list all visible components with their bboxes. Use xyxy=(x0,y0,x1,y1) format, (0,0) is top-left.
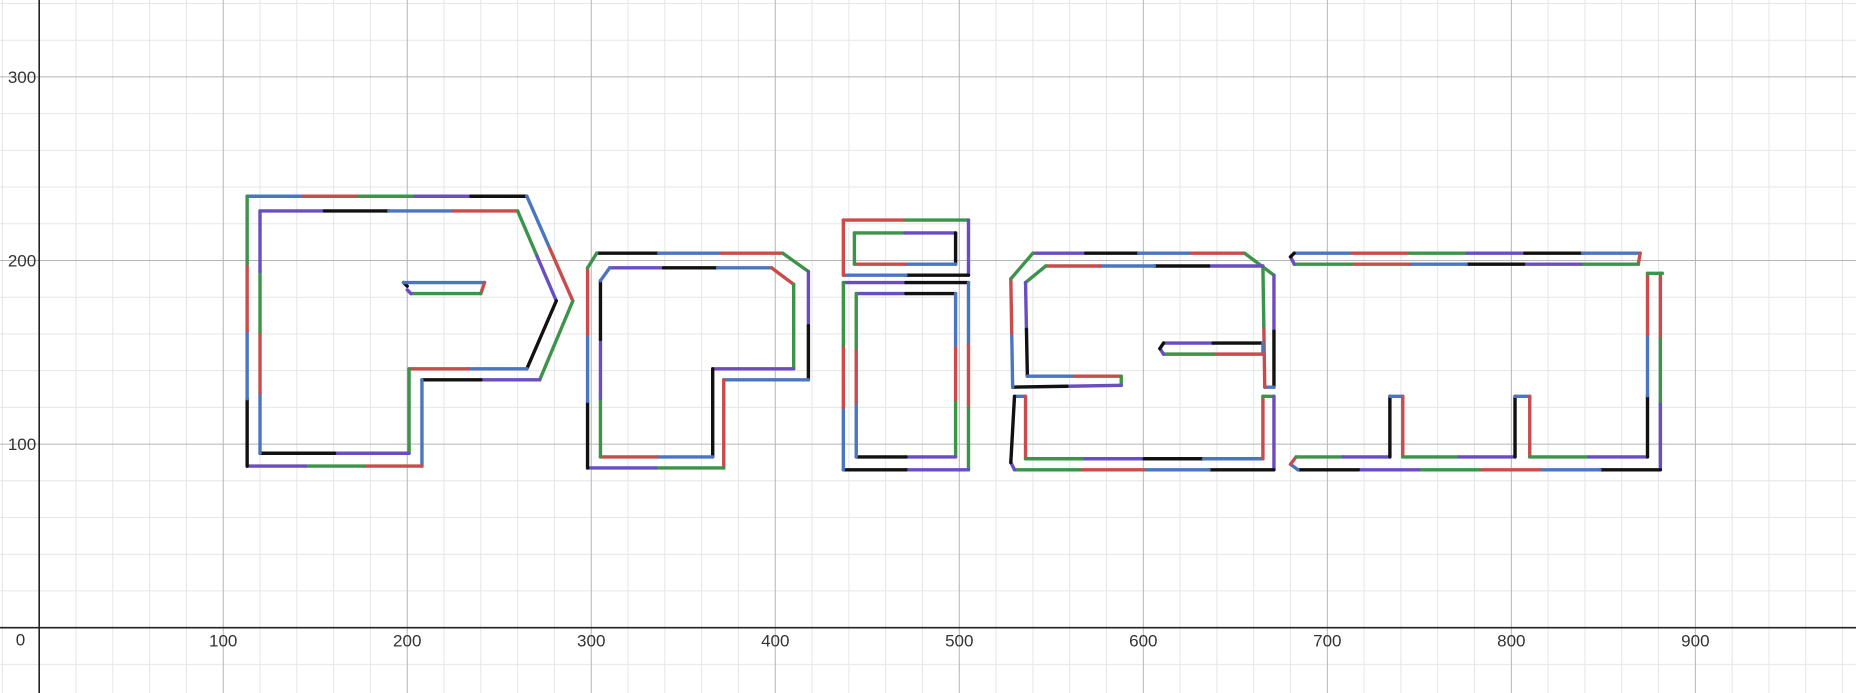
x-tick-label: 500 xyxy=(945,632,973,651)
curve-segment xyxy=(1158,341,1166,351)
curves xyxy=(245,194,1664,472)
curve-segment xyxy=(548,246,575,303)
curve-segment xyxy=(780,251,811,274)
y-tick-label: 200 xyxy=(8,251,36,270)
curve-segment xyxy=(1010,384,1069,389)
curve-1 xyxy=(245,194,575,468)
curve-8 xyxy=(841,280,971,472)
origin-label: 0 xyxy=(16,631,25,650)
curve-segment xyxy=(515,209,539,258)
curve-4 xyxy=(585,251,811,470)
curve-segment xyxy=(769,266,796,287)
x-tick-label: 800 xyxy=(1497,632,1525,651)
curve-segment xyxy=(1024,327,1030,378)
curve-segment xyxy=(479,280,487,296)
x-tick-label: 900 xyxy=(1681,632,1709,651)
curve-10 xyxy=(1009,251,1276,389)
curve-7 xyxy=(852,231,958,266)
x-tick-label: 100 xyxy=(209,632,237,651)
y-tick-label: 100 xyxy=(8,435,36,454)
x-tick-label: 600 xyxy=(1129,632,1157,651)
curve-segment xyxy=(1261,264,1266,329)
x-tick-label: 400 xyxy=(761,632,789,651)
curve-segment xyxy=(405,288,413,296)
curve-segment xyxy=(585,251,599,270)
y-tick-label: 300 xyxy=(8,68,36,87)
curve-segment xyxy=(525,194,552,251)
curve-11 xyxy=(1158,341,1265,356)
curve-2 xyxy=(258,209,558,455)
x-tick-label: 200 xyxy=(393,632,421,651)
curve-5 xyxy=(598,266,796,459)
curve-segment xyxy=(525,299,558,371)
curve-segment xyxy=(538,299,575,382)
curve-segment xyxy=(1288,251,1296,259)
x-tick-label: 300 xyxy=(577,632,605,651)
curve-segment xyxy=(1023,264,1048,285)
curve-segment xyxy=(598,266,612,283)
curve-segment xyxy=(1009,394,1017,465)
curve-3 xyxy=(401,280,487,296)
curve-6 xyxy=(841,218,971,277)
curve-segment xyxy=(1636,251,1642,266)
curve-segment xyxy=(1009,251,1035,281)
x-tick-label: 700 xyxy=(1313,632,1341,651)
curve-segment xyxy=(1262,324,1267,389)
curve-13 xyxy=(1288,251,1642,266)
curve-12 xyxy=(1009,394,1276,472)
curve-9 xyxy=(854,291,958,459)
curve-segment xyxy=(535,254,558,303)
curve-segment xyxy=(1023,280,1029,332)
curve-segment xyxy=(1242,251,1276,277)
curve-14 xyxy=(1288,271,1664,472)
curve-segment xyxy=(1009,277,1014,335)
tick-labels: 0 100 200 300 400 500 600 700 800 900 100 200 300 xyxy=(8,68,1710,651)
curve-segment xyxy=(1010,331,1015,389)
curve-segment xyxy=(1065,383,1123,388)
